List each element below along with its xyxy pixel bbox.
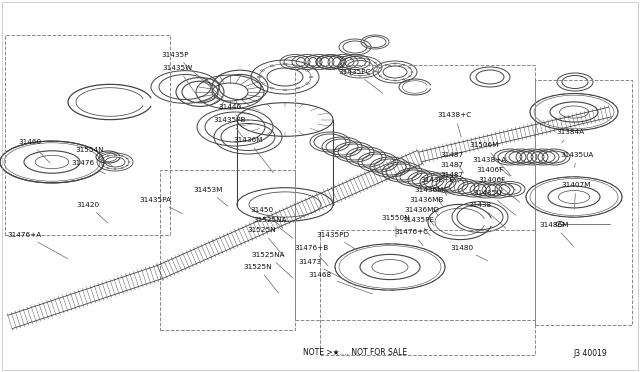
Bar <box>320 230 535 355</box>
Text: 31438: 31438 <box>468 202 506 228</box>
Text: 31420: 31420 <box>76 202 108 223</box>
Text: 31453M: 31453M <box>193 187 228 206</box>
Text: 31440: 31440 <box>218 104 241 118</box>
Text: 31525NA: 31525NA <box>251 252 293 278</box>
Text: 31476+B: 31476+B <box>295 245 329 266</box>
Text: 31438+C: 31438+C <box>438 112 472 137</box>
Text: 31525NA: 31525NA <box>253 217 293 238</box>
Bar <box>160 170 295 330</box>
Text: 31460: 31460 <box>19 139 50 163</box>
Text: 31487: 31487 <box>440 162 463 182</box>
Text: 31435U: 31435U <box>474 190 516 215</box>
Bar <box>295 65 535 320</box>
Text: 31435UA: 31435UA <box>560 152 594 167</box>
Text: 31435PC: 31435PC <box>339 69 383 93</box>
Text: 31435PE: 31435PE <box>402 217 434 236</box>
Text: 31450: 31450 <box>250 207 283 228</box>
Text: 31550N: 31550N <box>381 215 410 237</box>
Text: 31406F: 31406F <box>476 167 516 190</box>
Text: 31506M: 31506M <box>469 142 511 176</box>
Text: 31525N: 31525N <box>248 227 284 256</box>
Text: 31436MC: 31436MC <box>415 187 449 206</box>
Text: 31487: 31487 <box>440 172 463 192</box>
Text: 31435W: 31435W <box>163 65 198 98</box>
Text: 31438+A: 31438+A <box>473 157 510 176</box>
Text: 31525N: 31525N <box>244 264 278 293</box>
Text: 31407M: 31407M <box>561 182 591 209</box>
Text: 31476: 31476 <box>72 160 106 174</box>
Text: 31476+C: 31476+C <box>395 229 429 246</box>
Text: 31473: 31473 <box>298 259 353 284</box>
Text: 31435PB: 31435PB <box>214 117 246 138</box>
Text: 31554N: 31554N <box>76 147 113 166</box>
Text: 31384A: 31384A <box>556 129 584 143</box>
Text: 31436M: 31436M <box>234 137 273 173</box>
Bar <box>535 80 632 325</box>
Text: 31436MB: 31436MB <box>410 197 444 216</box>
Text: 31480: 31480 <box>451 245 488 261</box>
Text: J3 40019: J3 40019 <box>573 350 607 359</box>
Text: 31435PA: 31435PA <box>139 197 182 214</box>
Text: 31438+B: 31438+B <box>421 177 455 196</box>
Text: 31476+A: 31476+A <box>8 232 68 259</box>
Text: 31435P: 31435P <box>161 52 223 98</box>
Bar <box>5 35 170 235</box>
Text: 31486M: 31486M <box>540 222 573 246</box>
Text: 31436MD: 31436MD <box>404 207 440 226</box>
Text: 31468: 31468 <box>308 272 372 294</box>
Text: 31435PD: 31435PD <box>316 232 358 250</box>
Text: 31406F: 31406F <box>478 177 520 202</box>
Text: NOTE >★.... NOT FOR SALE: NOTE >★.... NOT FOR SALE <box>303 347 407 356</box>
Text: 31487: 31487 <box>440 152 463 173</box>
